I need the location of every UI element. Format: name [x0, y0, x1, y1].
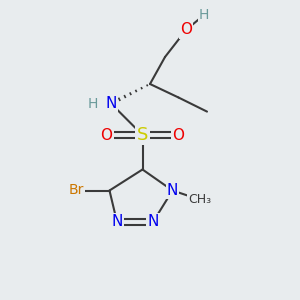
Text: CH₃: CH₃	[188, 193, 211, 206]
Text: N: N	[111, 214, 123, 230]
Text: O: O	[100, 128, 112, 142]
Text: H: H	[88, 97, 98, 110]
Text: Br: Br	[69, 184, 84, 197]
Text: N: N	[105, 96, 117, 111]
Text: O: O	[180, 22, 192, 38]
Text: H: H	[199, 8, 209, 22]
Text: N: N	[147, 214, 159, 230]
Text: S: S	[137, 126, 148, 144]
Text: O: O	[172, 128, 184, 142]
Text: N: N	[167, 183, 178, 198]
